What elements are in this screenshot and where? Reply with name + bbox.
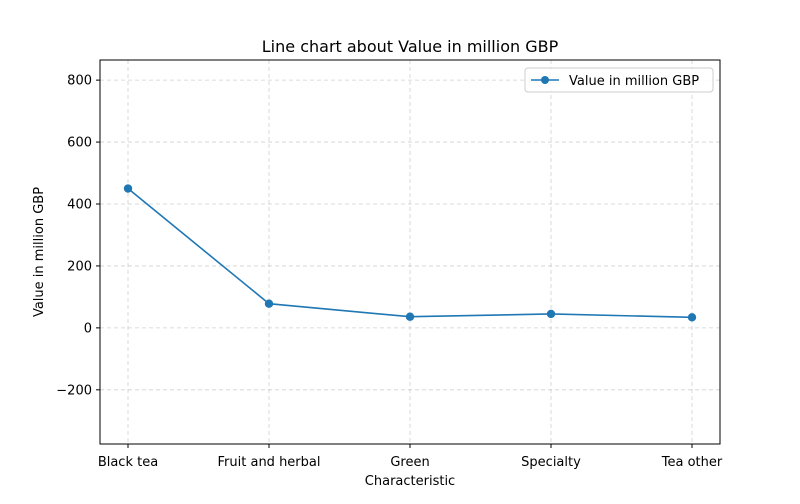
x-tick-label: Specialty bbox=[521, 455, 581, 470]
legend: Value in million GBP bbox=[524, 67, 714, 93]
y-tick-label: 400 bbox=[67, 198, 92, 213]
y-tick-label: 200 bbox=[67, 259, 92, 274]
x-tick-label: Green bbox=[390, 455, 429, 470]
x-tick-label: Fruit and herbal bbox=[218, 455, 321, 470]
y-tick-label: 800 bbox=[67, 74, 92, 89]
x-tick-label: Black tea bbox=[98, 455, 158, 470]
data-point bbox=[123, 184, 133, 193]
data-point bbox=[546, 309, 556, 319]
legend-label: Value in million GBP bbox=[569, 74, 699, 89]
chart-title: Line chart about Value in million GBP bbox=[262, 37, 559, 56]
y-tick-label: 600 bbox=[67, 136, 92, 151]
x-tick-label: Tea other bbox=[661, 455, 723, 470]
y-axis-ticks: −200 0 200 400 600 800 bbox=[56, 74, 100, 398]
y-tick-label: 0 bbox=[84, 321, 92, 336]
data-point bbox=[264, 299, 274, 308]
data-point bbox=[405, 312, 415, 321]
x-axis-ticks: Black tea Fruit and herbal Green Specialty T… bbox=[98, 444, 723, 470]
data-point bbox=[687, 313, 697, 322]
series-group bbox=[123, 184, 697, 322]
legend-box bbox=[524, 67, 714, 93]
grid-lines bbox=[100, 60, 720, 444]
legend-marker-sample bbox=[541, 76, 549, 84]
y-axis-label: Value in million GBP bbox=[32, 187, 47, 317]
x-axis-label: Characteristic bbox=[365, 474, 455, 489]
y-tick-label: −200 bbox=[56, 383, 92, 398]
